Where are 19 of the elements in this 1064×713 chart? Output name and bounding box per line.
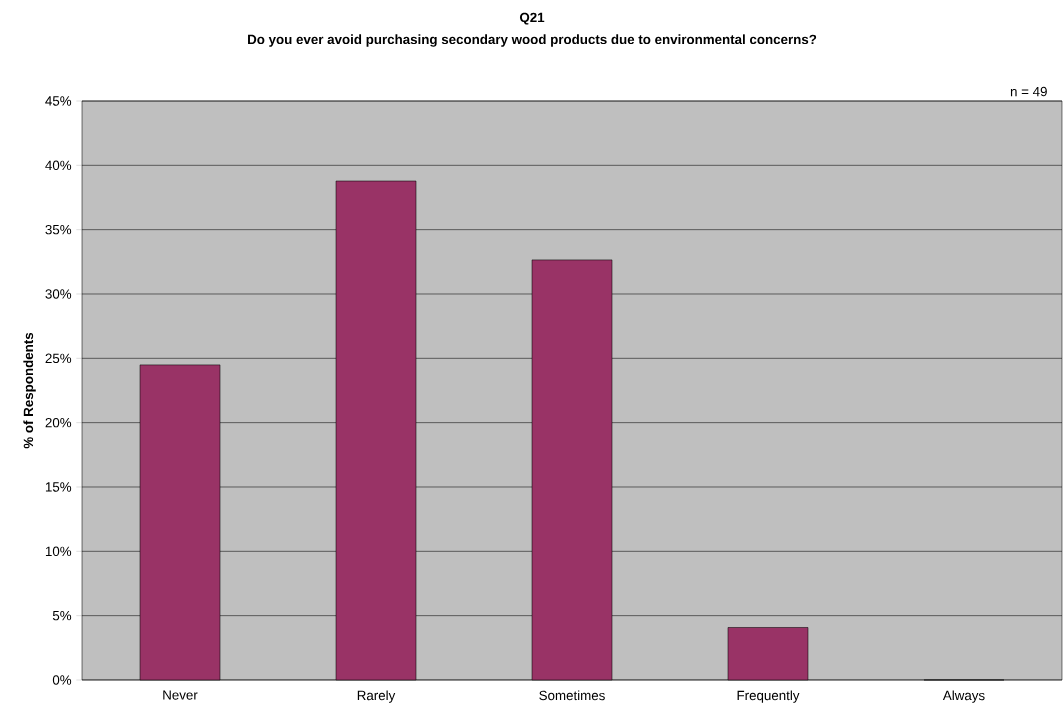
x-tick-label: Sometimes — [539, 690, 605, 701]
y-tick-label: 40% — [45, 160, 72, 171]
y-tick-label: 35% — [45, 224, 72, 235]
y-axis-title: % of Respondents — [23, 332, 36, 449]
y-tick-label: 20% — [45, 417, 72, 428]
x-tick-label: Rarely — [357, 690, 396, 703]
chart-subtitle: Do you ever avoid purchasing secondary wood products due to environmental concerns? — [248, 34, 817, 47]
y-tick-label: 10% — [45, 546, 72, 557]
x-tick-label: Frequently — [737, 690, 800, 703]
y-tick-label: 15% — [45, 482, 72, 492]
chart-title: Q21 — [519, 12, 545, 25]
y-tick-label: 5% — [52, 610, 72, 621]
y-tick-label: 0% — [52, 675, 72, 685]
text: n = 49 — [1010, 86, 1047, 97]
y-tick-label: 30% — [45, 289, 72, 299]
x-tick-label: Always — [942, 690, 985, 703]
y-tick-label: 45% — [45, 96, 72, 106]
x-tick-label: Never — [163, 690, 198, 700]
y-tick-label: 25% — [45, 353, 72, 364]
